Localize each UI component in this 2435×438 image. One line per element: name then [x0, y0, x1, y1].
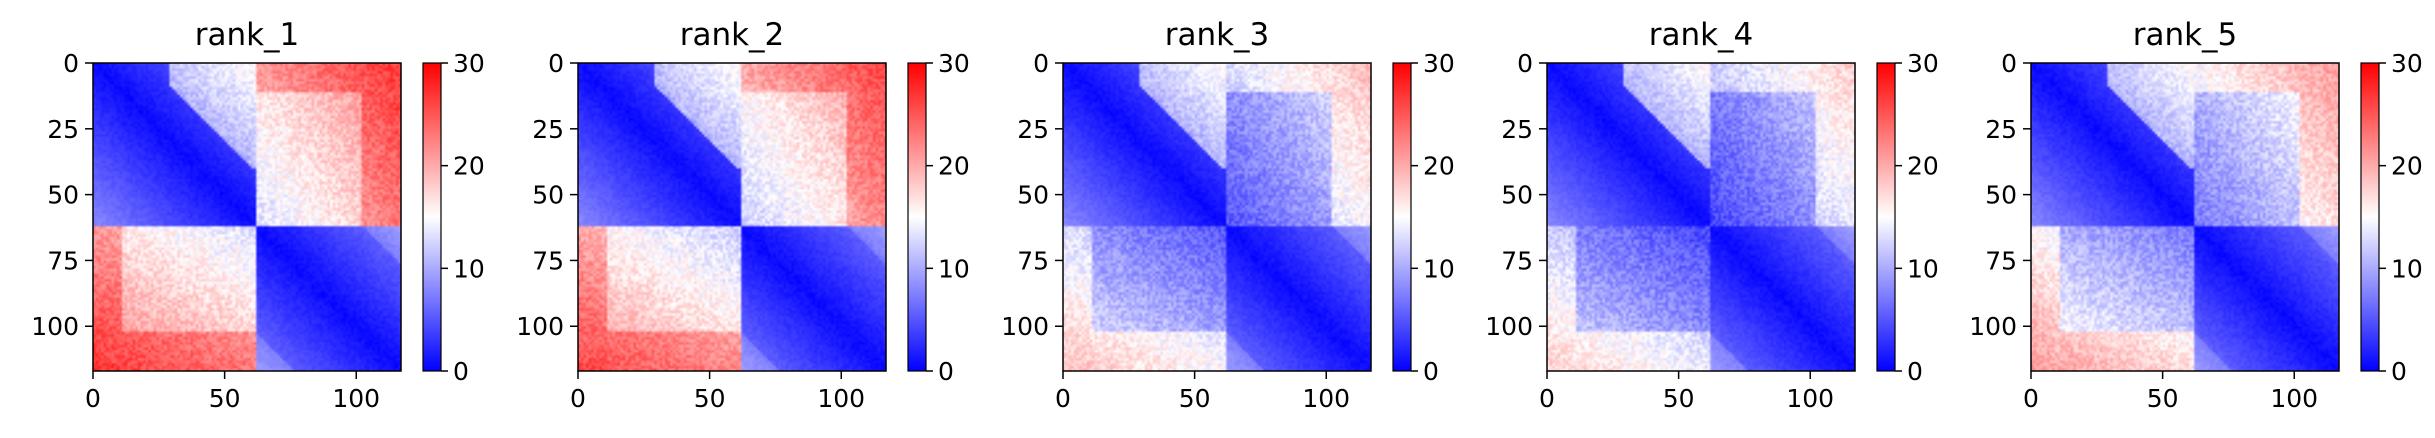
colorbar-tick-label: 0 — [1423, 357, 1439, 386]
panel-title: rank_3 — [1165, 17, 1270, 53]
y-tick-label: 50 — [1017, 181, 1049, 210]
y-tick-label: 100 — [31, 312, 79, 341]
heatmap-image — [578, 63, 886, 371]
heatmap-image — [93, 63, 401, 371]
y-tick-label: 0 — [1517, 49, 1533, 78]
x-tick-label: 100 — [332, 384, 380, 413]
x-tick-label: 50 — [209, 384, 241, 413]
y-tick-label: 0 — [2001, 49, 2017, 78]
colorbar-tick-label: 10 — [2391, 254, 2423, 283]
y-tick-label: 50 — [1985, 181, 2017, 210]
x-tick-label: 0 — [1055, 384, 1071, 413]
plot-frame — [577, 62, 887, 372]
heatmap-image — [2031, 63, 2339, 371]
y-tick-label: 25 — [47, 115, 79, 144]
x-tick-label: 100 — [2270, 384, 2318, 413]
plot-frame — [2030, 62, 2340, 372]
y-tick-label: 50 — [532, 181, 564, 210]
heatmap-image — [1547, 63, 1855, 371]
y-tick-label: 50 — [47, 181, 79, 210]
y-tick-label: 100 — [516, 312, 564, 341]
x-tick-label: 50 — [1663, 384, 1695, 413]
panel-title: rank_1 — [195, 17, 300, 53]
y-tick-label: 75 — [532, 246, 564, 275]
colorbar-tick-label: 20 — [453, 152, 485, 181]
colorbar-tick-label: 30 — [2391, 49, 2423, 78]
colorbar-tick-label: 0 — [1907, 357, 1923, 386]
plot-frame — [1546, 62, 1856, 372]
heatmap-image — [1063, 63, 1371, 371]
x-tick-label: 0 — [570, 384, 586, 413]
y-tick-label: 100 — [1001, 312, 1049, 341]
x-tick-label: 100 — [817, 384, 865, 413]
y-tick-label: 50 — [1501, 181, 1533, 210]
y-tick-label: 25 — [1017, 115, 1049, 144]
y-tick-label: 100 — [1969, 312, 2017, 341]
plot-frame — [92, 62, 402, 372]
y-tick-label: 75 — [1985, 246, 2017, 275]
colorbar-tick-label: 0 — [938, 357, 954, 386]
y-tick-label: 0 — [548, 49, 564, 78]
colorbar-tick-label: 20 — [1907, 152, 1939, 181]
y-tick-label: 25 — [1501, 115, 1533, 144]
plot-frame — [1062, 62, 1372, 372]
colorbar-tick-label: 20 — [938, 152, 970, 181]
colorbar — [422, 62, 442, 372]
y-tick-label: 0 — [63, 49, 79, 78]
heatmap-panel-4: rank_4 0 50 100 0 25 50 75 100 0 10 20 30 — [1485, 17, 1939, 413]
x-tick-label: 50 — [1179, 384, 1211, 413]
y-tick-label: 75 — [1501, 246, 1533, 275]
y-tick-label: 0 — [1033, 49, 1049, 78]
x-tick-label: 50 — [2147, 384, 2179, 413]
colorbar-tick-label: 30 — [1423, 49, 1455, 78]
panel-title: rank_4 — [1649, 17, 1754, 53]
y-tick-label: 25 — [1985, 115, 2017, 144]
colorbar-tick-label: 20 — [1423, 152, 1455, 181]
x-tick-label: 100 — [1302, 384, 1350, 413]
heatmap-panel-5: rank_5 0 50 100 0 25 50 75 100 0 10 20 30 — [1969, 17, 2423, 413]
colorbar-tick-label: 20 — [2391, 152, 2423, 181]
x-tick-label: 100 — [1786, 384, 1834, 413]
colorbar — [1876, 62, 1896, 372]
x-tick-label: 0 — [2023, 384, 2039, 413]
colorbar-tick-label: 30 — [453, 49, 485, 78]
colorbar-tick-label: 30 — [938, 49, 970, 78]
x-tick-label: 0 — [1539, 384, 1555, 413]
colorbar — [1392, 62, 1412, 372]
panel-title: rank_5 — [2133, 17, 2238, 53]
colorbar-tick-label: 10 — [453, 254, 485, 283]
colorbar-tick-label: 30 — [1907, 49, 1939, 78]
panel-title: rank_2 — [680, 17, 785, 53]
colorbar-tick-label: 0 — [2391, 357, 2407, 386]
y-tick-label: 75 — [1017, 246, 1049, 275]
colorbar-tick-label: 10 — [1907, 254, 1939, 283]
y-tick-label: 75 — [47, 246, 79, 275]
x-tick-label: 0 — [85, 384, 101, 413]
y-tick-label: 25 — [532, 115, 564, 144]
heatmap-panel-3: rank_3 0 50 100 0 25 50 75 100 0 10 20 30 — [1001, 17, 1455, 413]
colorbar-tick-label: 10 — [1423, 254, 1455, 283]
colorbar — [907, 62, 927, 372]
y-tick-label: 100 — [1485, 312, 1533, 341]
x-tick-label: 50 — [694, 384, 726, 413]
colorbar — [2360, 62, 2380, 372]
colorbar-tick-label: 10 — [938, 254, 970, 283]
heatmap-panel-2: rank_2 0 50 100 0 25 50 75 100 0 10 20 30 — [516, 17, 970, 413]
heatmap-panel-1: rank_1 0 50 100 0 25 50 75 100 0 10 20 30 — [31, 17, 485, 413]
colorbar-tick-label: 0 — [453, 357, 469, 386]
